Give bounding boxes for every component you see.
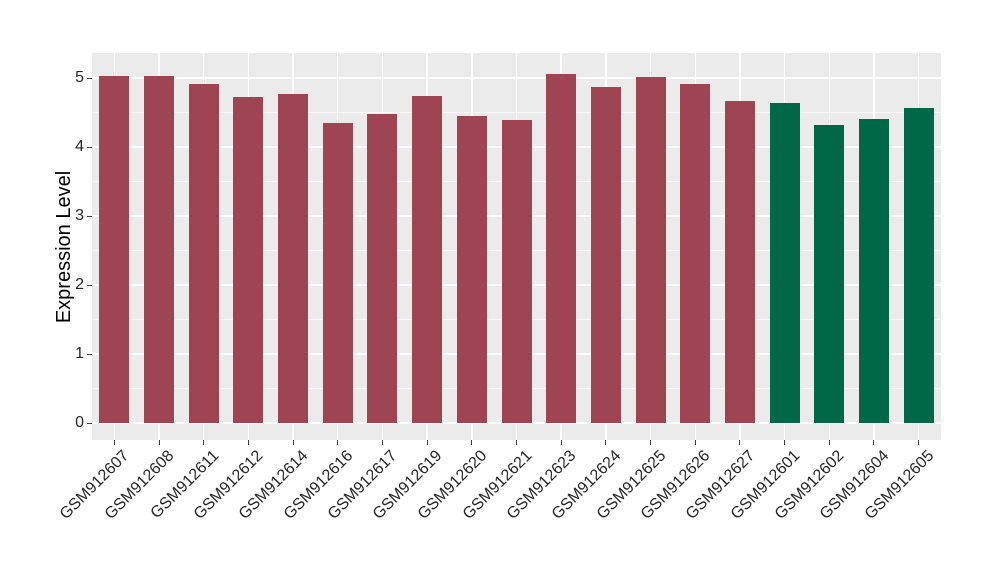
bar-GSM912602: [814, 124, 845, 423]
x-tick-mark: [918, 440, 920, 445]
bar-GSM912617: [367, 113, 398, 423]
bar-GSM912626: [680, 83, 711, 423]
plot-panel: [92, 53, 941, 440]
y-tick-mark: [87, 353, 92, 355]
y-tick-label: 5: [75, 69, 84, 86]
bar-GSM912608: [144, 75, 175, 423]
x-tick-mark: [247, 440, 249, 445]
x-tick-mark: [471, 440, 473, 445]
bar-GSM912607: [99, 75, 130, 423]
x-tick-mark: [337, 440, 339, 445]
bar-GSM912604: [858, 118, 889, 423]
bar-GSM912625: [635, 76, 666, 423]
x-tick-mark: [381, 440, 383, 445]
x-tick-mark: [694, 440, 696, 445]
x-tick-mark: [158, 440, 160, 445]
x-tick-mark: [516, 440, 517, 445]
bar-GSM912616: [322, 122, 353, 423]
y-tick-label: 1: [75, 345, 84, 362]
bar-GSM912619: [412, 95, 443, 423]
x-tick-mark: [739, 440, 741, 445]
y-tick-mark: [87, 215, 92, 217]
bar-GSM912623: [546, 73, 577, 423]
x-tick-mark: [113, 440, 115, 445]
x-tick-mark: [426, 440, 428, 445]
bar-GSM912624: [590, 86, 621, 423]
y-tick-mark: [87, 146, 92, 148]
bar-GSM912620: [456, 115, 487, 423]
y-tick-label: 2: [75, 276, 84, 293]
x-tick-mark: [605, 440, 607, 445]
bar-GSM912611: [188, 84, 219, 423]
bar-GSM912621: [501, 120, 532, 423]
x-tick-mark: [828, 440, 830, 445]
y-tick-label: 4: [75, 138, 84, 155]
x-tick-mark: [784, 440, 786, 445]
x-tick-mark: [873, 440, 875, 445]
y-tick-mark: [87, 77, 92, 79]
y-tick-label: 3: [75, 207, 84, 224]
x-tick-mark: [203, 440, 205, 445]
y-tick-label: 0: [75, 414, 84, 431]
x-tick-mark: [560, 440, 562, 445]
x-tick-label: GSM912605: [861, 447, 937, 523]
x-tick-mark: [292, 440, 294, 445]
bar-GSM912614: [278, 93, 309, 423]
y-tick-mark: [87, 284, 92, 286]
x-tick-mark: [650, 440, 652, 445]
bar-GSM912612: [233, 97, 264, 423]
bar-GSM912601: [769, 102, 800, 423]
bar-GSM912605: [903, 108, 934, 423]
bar-GSM912627: [724, 101, 755, 423]
y-tick-mark: [87, 422, 92, 424]
